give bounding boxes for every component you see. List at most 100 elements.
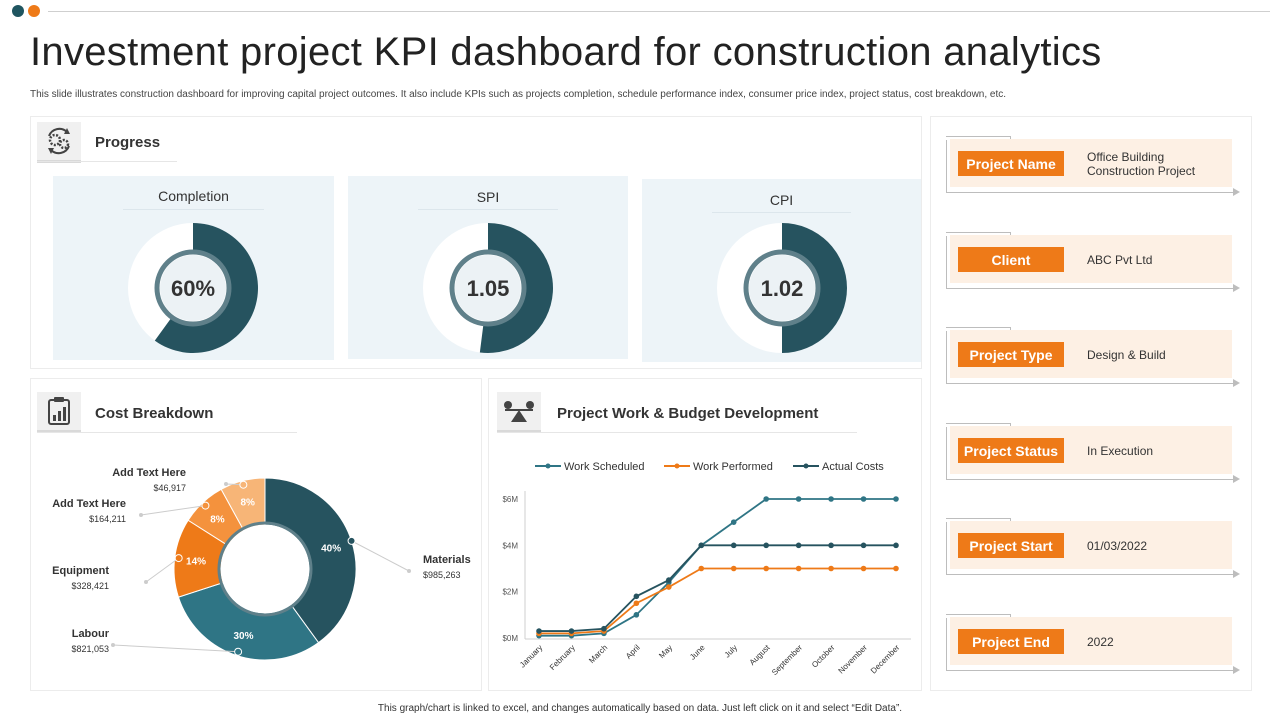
- series-point: [569, 628, 575, 634]
- info-card-project-name: Project Name Office Building Constructio…: [946, 140, 1238, 198]
- x-tick-label: July: [723, 643, 739, 659]
- pie-callout-dot: [202, 502, 209, 509]
- series-point: [731, 543, 737, 549]
- cost-breakdown-panel: Cost Breakdown 40% 30% 14% 8% 8% Materials $98…: [30, 378, 482, 691]
- info-value: Office Building Construction Project: [1087, 140, 1227, 187]
- series-point: [893, 566, 899, 572]
- pie-callout-dot: [235, 648, 242, 655]
- series-point: [666, 584, 672, 590]
- pie-callout-end: [407, 569, 411, 573]
- info-value: 01/03/2022: [1087, 522, 1227, 569]
- header-dots: [12, 5, 40, 17]
- x-tick-label: March: [587, 643, 609, 665]
- info-label: Project Status: [958, 438, 1064, 463]
- budget-panel: Project Work & Budget Development $0M $2M…: [488, 378, 922, 691]
- series-point: [763, 543, 769, 549]
- footer-note: This graph/chart is linked to excel, and…: [0, 703, 1280, 714]
- series-point: [828, 566, 834, 572]
- series-point: [536, 628, 542, 634]
- series-point: [796, 566, 802, 572]
- series-point: [796, 496, 802, 502]
- kpi-cpi: CPI 1.02: [642, 179, 921, 362]
- series-line: [539, 499, 896, 636]
- pie-callout-dot: [348, 537, 355, 544]
- x-tick-label: February: [548, 643, 577, 672]
- pie-slice-label: 30%: [234, 631, 254, 642]
- series-line: [539, 569, 896, 634]
- series-point: [666, 577, 672, 583]
- info-label: Project Name: [958, 151, 1064, 176]
- series-point: [893, 543, 899, 549]
- series-point: [601, 626, 607, 632]
- pie-callout-line: [352, 541, 409, 571]
- series-point: [861, 496, 867, 502]
- info-label: Client: [958, 247, 1064, 272]
- info-card-project-end: Project End 2022: [946, 618, 1238, 676]
- info-label: Project Start: [958, 533, 1064, 558]
- info-value: In Execution: [1087, 427, 1227, 474]
- legend-marker: [804, 464, 809, 469]
- pie-callout-end: [144, 580, 148, 584]
- pie-hole: [221, 525, 309, 613]
- x-tick-label: September: [770, 643, 804, 677]
- series-point: [731, 519, 737, 525]
- project-info-panel: [930, 116, 1252, 691]
- pie-slice-label: 8%: [210, 514, 225, 525]
- x-tick-label: October: [810, 643, 837, 670]
- x-tick-label: November: [836, 643, 869, 676]
- kpi-completion: Completion 60%: [53, 176, 334, 360]
- x-tick-label: May: [657, 643, 674, 660]
- pie-callout-amount: $46,917: [153, 483, 186, 493]
- kpi-cpi-value: 1.02: [761, 276, 804, 301]
- legend-marker: [546, 464, 551, 469]
- info-label: Project End: [958, 629, 1064, 654]
- pie-callout-end: [111, 643, 115, 647]
- x-tick-label: June: [688, 643, 707, 662]
- x-tick-label: December: [869, 643, 902, 676]
- info-card-project-status: Project Status In Execution: [946, 427, 1238, 485]
- info-card-client: Client ABC Pvt Ltd: [946, 236, 1238, 294]
- series-point: [763, 496, 769, 502]
- gears-cycle-icon: [37, 122, 81, 163]
- top-rule: [48, 11, 1270, 12]
- series-point: [861, 543, 867, 549]
- progress-title: Progress: [95, 134, 160, 151]
- legend-label: Work Scheduled: [564, 461, 645, 473]
- series-point: [634, 612, 640, 618]
- pie-callout-amount: $328,421: [71, 581, 109, 591]
- pie-callout-end: [224, 482, 228, 486]
- pie-slice-label: 14%: [186, 556, 206, 567]
- x-tick-label: January: [518, 643, 544, 669]
- y-tick-label: $6M: [502, 495, 518, 504]
- pie-callout-dot: [240, 481, 247, 488]
- series-point: [893, 496, 899, 502]
- progress-panel: Progress Completion 60% SPI 1.05 CPI: [30, 116, 922, 369]
- y-tick-label: $4M: [502, 541, 518, 550]
- pie-callout-dot: [175, 555, 182, 562]
- budget-line-chart: $0M$2M$4M$6MJanuary February March April May…: [489, 379, 921, 690]
- info-label: Project Type: [958, 342, 1064, 367]
- legend-label: Actual Costs: [822, 461, 884, 473]
- info-value: 2022: [1087, 618, 1227, 665]
- pie-callout-name: Add Text Here: [52, 498, 126, 510]
- x-tick-label: August: [748, 643, 773, 668]
- y-tick-label: $0M: [502, 634, 518, 643]
- series-point: [763, 566, 769, 572]
- cost-breakdown-donut-chart: 40%30%14%8%8%Materials$985,263Labour$821…: [31, 379, 481, 690]
- progress-title-rule: [37, 161, 177, 162]
- series-line: [539, 545, 896, 631]
- pie-callout-name: Labour: [72, 628, 110, 640]
- dot-dark: [12, 5, 24, 17]
- info-card-project-start: Project Start 01/03/2022: [946, 522, 1238, 580]
- series-point: [861, 566, 867, 572]
- kpi-spi-value: 1.05: [467, 276, 510, 301]
- pie-callout-amount: $985,263: [423, 570, 461, 580]
- pie-slice-label: 8%: [240, 498, 255, 509]
- kpi-completion-value: 60%: [171, 276, 215, 301]
- legend-label: Work Performed: [693, 461, 773, 473]
- series-point: [698, 566, 704, 572]
- pie-callout-amount: $164,211: [89, 514, 126, 524]
- info-value: ABC Pvt Ltd: [1087, 236, 1227, 283]
- legend-marker: [675, 464, 680, 469]
- page-title: Investment project KPI dashboard for con…: [30, 30, 1102, 75]
